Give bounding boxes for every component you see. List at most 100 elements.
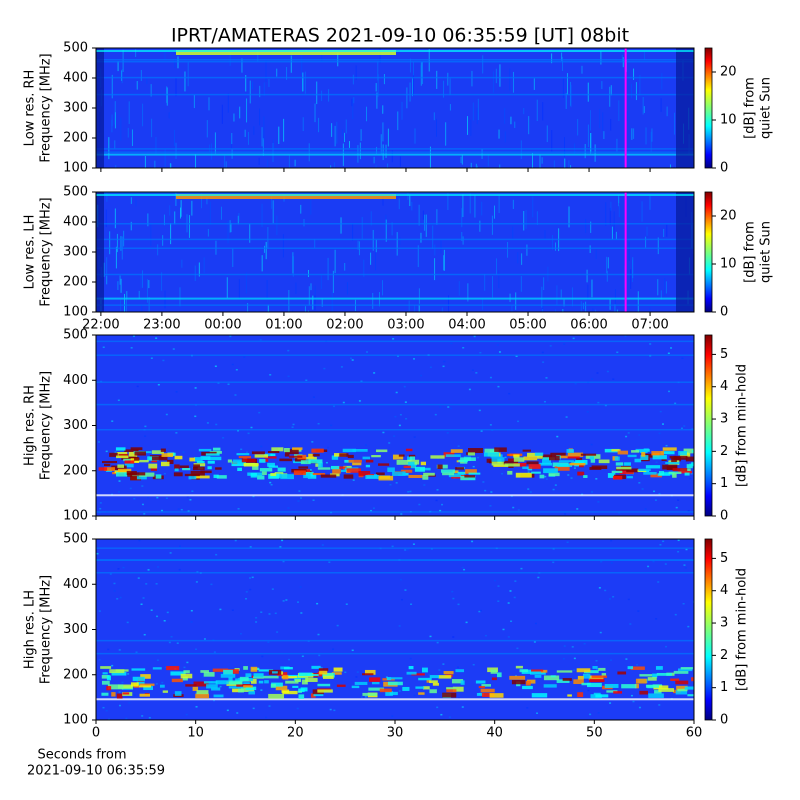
texture [589,713,592,716]
texture [609,207,611,226]
texture-burst [193,681,209,687]
texture [105,450,108,453]
texture [122,49,124,72]
texture-burst [264,456,277,459]
texture [164,50,166,60]
texture [109,573,112,575]
texture [587,689,590,692]
texture-burst [196,461,205,464]
texture [246,451,249,454]
texture [565,92,567,109]
texture [456,666,459,669]
texture [194,415,197,418]
texture-burst [208,456,222,461]
texture [141,305,143,312]
texture [202,676,205,678]
texture [398,625,401,627]
texture [118,480,121,482]
texture [391,222,393,236]
texture [332,648,335,650]
texture [615,231,617,240]
texture-burst [581,682,591,686]
texture [447,72,449,86]
texture-burst [237,467,242,472]
texture-burst [264,680,269,684]
texture [261,127,263,147]
texture-burst [583,670,599,674]
texture [398,424,401,427]
texture [461,232,463,241]
texture-burst [264,453,273,457]
texture [525,210,527,229]
texture [674,112,676,135]
texture-burst [106,686,112,691]
texture [507,636,510,638]
texture [340,366,343,368]
texture [189,498,192,501]
texture [382,105,384,114]
texture [517,509,520,511]
x-tick-label: 01:00 [265,318,302,333]
texture [443,80,445,98]
texture [685,548,688,551]
texture [576,508,579,510]
texture [288,658,291,661]
texture [302,117,304,132]
texture [144,425,147,428]
texture-burst [542,458,551,464]
texture-burst [379,688,392,693]
texture-burst [418,692,425,695]
texture [278,126,280,145]
texture [170,636,173,638]
texture [597,501,600,503]
texture [352,223,354,241]
texture-burst [557,463,573,467]
texture-burst [481,692,495,697]
texture [327,257,329,281]
texture [673,166,675,168]
texture [114,140,116,149]
texture-burst [621,684,637,689]
texture-burst [267,462,275,467]
texture-burst [174,464,180,470]
texture-burst [215,467,222,470]
texture [225,161,227,168]
texture-burst [558,460,575,463]
texture [300,497,303,499]
texture-burst [577,692,584,698]
texture-burst [166,666,180,671]
texture-burst [582,673,591,679]
texture-burst [342,448,357,453]
texture [545,478,548,480]
texture [180,207,182,219]
texture [471,540,474,543]
texture-burst [595,694,609,698]
spectrogram-background [96,192,694,312]
texture [447,406,450,408]
texture [374,251,376,271]
texture [591,378,594,380]
texture [418,304,420,312]
texture [268,613,271,615]
texture [155,337,158,339]
texture [587,124,589,148]
texture [177,508,180,510]
texture [512,506,515,509]
texture-burst [207,466,212,470]
texture-band [96,494,694,497]
texture [571,646,574,648]
texture-burst [270,472,277,476]
y-tick-label: 200 [63,275,88,290]
texture [472,102,474,121]
texture [170,223,172,245]
texture [632,700,635,703]
texture-burst [598,459,610,464]
texture-burst [410,465,417,469]
texture-burst [236,453,250,456]
texture [436,641,439,644]
texture [400,598,403,601]
texture [147,569,150,571]
texture [102,346,105,349]
texture [541,286,543,308]
